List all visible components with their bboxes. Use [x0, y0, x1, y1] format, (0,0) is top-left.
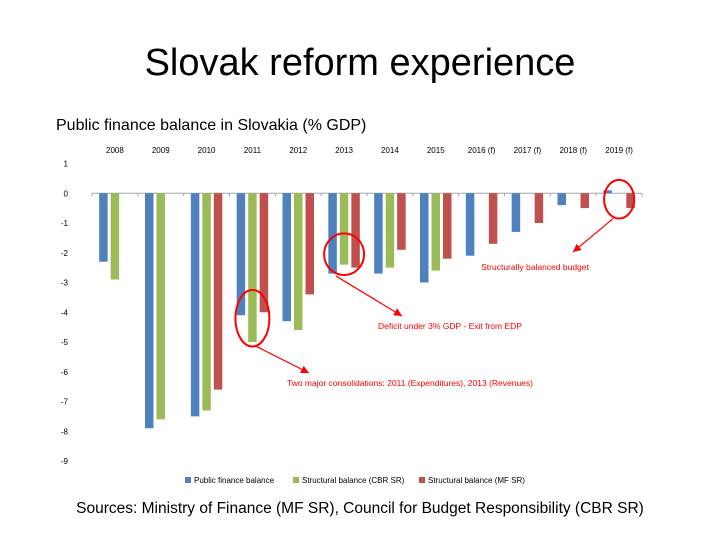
y-tick-label: -8 [61, 427, 69, 436]
bar [385, 193, 395, 268]
bar [374, 193, 383, 274]
highlight-ellipse [234, 288, 271, 348]
arrowhead [573, 243, 582, 252]
bar [99, 193, 108, 262]
bar [213, 193, 223, 390]
axis-layer: 1 0 -1 -2 -3 -4 -5 -6 -7 -8 -9 2008 2009 2010 2011 2012… [61, 146, 643, 466]
legend-label: Structural balance (MF SR) [428, 476, 525, 485]
bar [351, 193, 360, 268]
y-tick-label: -6 [61, 368, 69, 377]
bar [431, 193, 440, 271]
source-note: Sources: Ministry of Finance (MF SR), Co… [76, 500, 644, 517]
bar [202, 193, 211, 411]
legend-layer: Public finance balance Structural balance… [185, 476, 525, 485]
highlight-ellipse [323, 232, 366, 277]
arrowhead [393, 308, 402, 316]
legend-label: Structural balance (CBR SR) [302, 476, 405, 485]
y-tick-label: 1 [64, 160, 69, 169]
y-tick-label: -3 [61, 279, 69, 288]
bar [305, 193, 314, 295]
bar [110, 193, 120, 280]
bar [420, 193, 429, 283]
bar [294, 193, 303, 331]
bar [282, 193, 291, 322]
x-tick-label: 2018 (f) [559, 146, 587, 155]
bar [443, 193, 452, 259]
bar [328, 193, 337, 274]
bar [190, 193, 200, 417]
bar [557, 193, 566, 206]
annotation-arrow [335, 275, 403, 317]
y-tick-label: -1 [61, 219, 69, 228]
annotation-arrow [572, 218, 614, 253]
bar [603, 190, 612, 194]
y-tick-label: -2 [61, 249, 69, 258]
bar [580, 193, 589, 209]
x-tick-label: 2011 [244, 146, 262, 155]
bar [511, 193, 521, 232]
annotation-label: Structurally balanced budget [481, 262, 589, 272]
bars-layer [99, 190, 635, 429]
bar [465, 193, 475, 256]
bar [248, 193, 257, 342]
x-tick-label: 2012 [289, 146, 307, 155]
y-tick-label: -7 [61, 398, 69, 407]
bar [488, 193, 498, 244]
annotation-label: Deficit under 3% GDP - Exit from EDP [378, 321, 522, 331]
x-tick-label: 2017 (f) [514, 146, 542, 155]
legend-label: Public finance balance [194, 476, 275, 485]
annotation-layer: Structurally balanced budget Deficit unde… [234, 178, 636, 388]
x-tick-label: 2016 (f) [468, 146, 496, 155]
annotation-label: Two major consolidations: 2011 (Expendit… [287, 378, 533, 388]
bar [534, 193, 544, 223]
highlight-ellipse [603, 178, 636, 220]
x-tick-label: 2014 [381, 146, 399, 155]
x-tick-label: 2013 [335, 146, 353, 155]
bar [259, 193, 269, 313]
bar [397, 193, 406, 250]
x-tick-label: 2009 [152, 146, 170, 155]
legend-swatch [419, 477, 425, 483]
bar [145, 193, 154, 429]
y-tick-label: -5 [61, 338, 69, 347]
x-tick-label: 2008 [106, 146, 124, 155]
legend-swatch [293, 477, 299, 483]
legend-swatch [185, 477, 191, 483]
bar [236, 193, 246, 316]
x-tick-label: 2019 (f) [605, 146, 633, 155]
slide-title: Slovak reform experience [144, 42, 576, 84]
chart-title: Public finance balance in Slovakia (% GD… [56, 117, 367, 134]
y-tick-label: -4 [61, 308, 69, 317]
x-tick-label: 2010 [198, 146, 216, 155]
bar [156, 193, 165, 420]
y-tick-label: 0 [64, 189, 69, 198]
x-tick-label: 2015 [427, 146, 445, 155]
y-tick-label: -9 [61, 457, 69, 466]
annotation-arrow [256, 345, 310, 374]
arrowhead [300, 365, 309, 373]
bar [339, 193, 349, 265]
bar [626, 193, 635, 209]
